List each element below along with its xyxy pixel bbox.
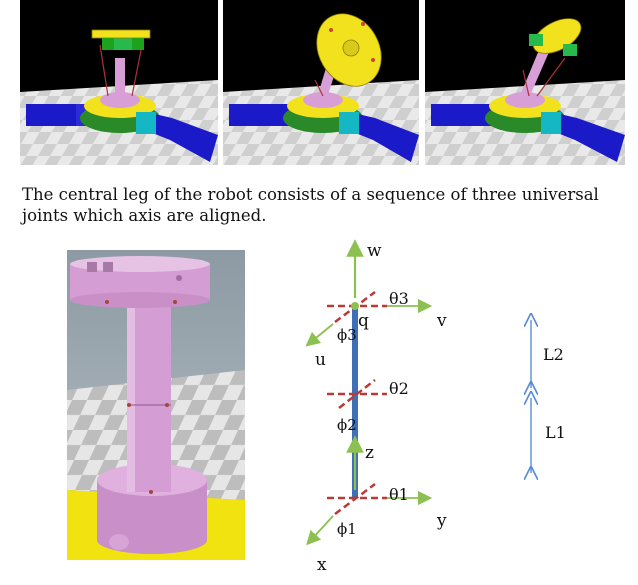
phi1-label: ϕ1 [337, 520, 357, 538]
l2-label: L2 [543, 345, 564, 364]
render-home-pose [20, 0, 218, 165]
v-axis-label: v [436, 311, 447, 331]
kinematic-diagram: w θ3 q ϕ3 v u θ2 ϕ2 z θ1 y ϕ1 x L2 L1 [305, 239, 566, 575]
w-axis-label: w [367, 241, 382, 261]
x-axis-arrow [306, 515, 334, 546]
u-axis-arrow [305, 323, 334, 347]
theta1-label: θ1 [389, 485, 409, 504]
point-q-marker [351, 302, 359, 310]
u-axis-label: u [315, 350, 326, 370]
figure-caption: The central leg of the robot consists of… [22, 185, 599, 225]
phi3-label: ϕ3 [337, 326, 357, 344]
phi2-label: ϕ2 [337, 416, 357, 434]
central-leg-closeup [67, 250, 245, 560]
z-axis-label: z [365, 443, 374, 463]
render-rotated-pose [425, 0, 625, 165]
simulation-renders [20, 0, 625, 165]
render-tilted-pose [223, 0, 419, 165]
y-axis-label: y [436, 511, 447, 531]
phi1-axis-dash [334, 483, 376, 515]
x-axis-label: x [317, 555, 327, 575]
phi2-axis-dash [338, 379, 376, 409]
leg-segment [352, 306, 358, 498]
theta3-label: θ3 [389, 289, 409, 308]
l1-label: L1 [545, 423, 566, 442]
theta2-label: θ2 [389, 379, 409, 398]
point-q-label: q [358, 311, 369, 331]
